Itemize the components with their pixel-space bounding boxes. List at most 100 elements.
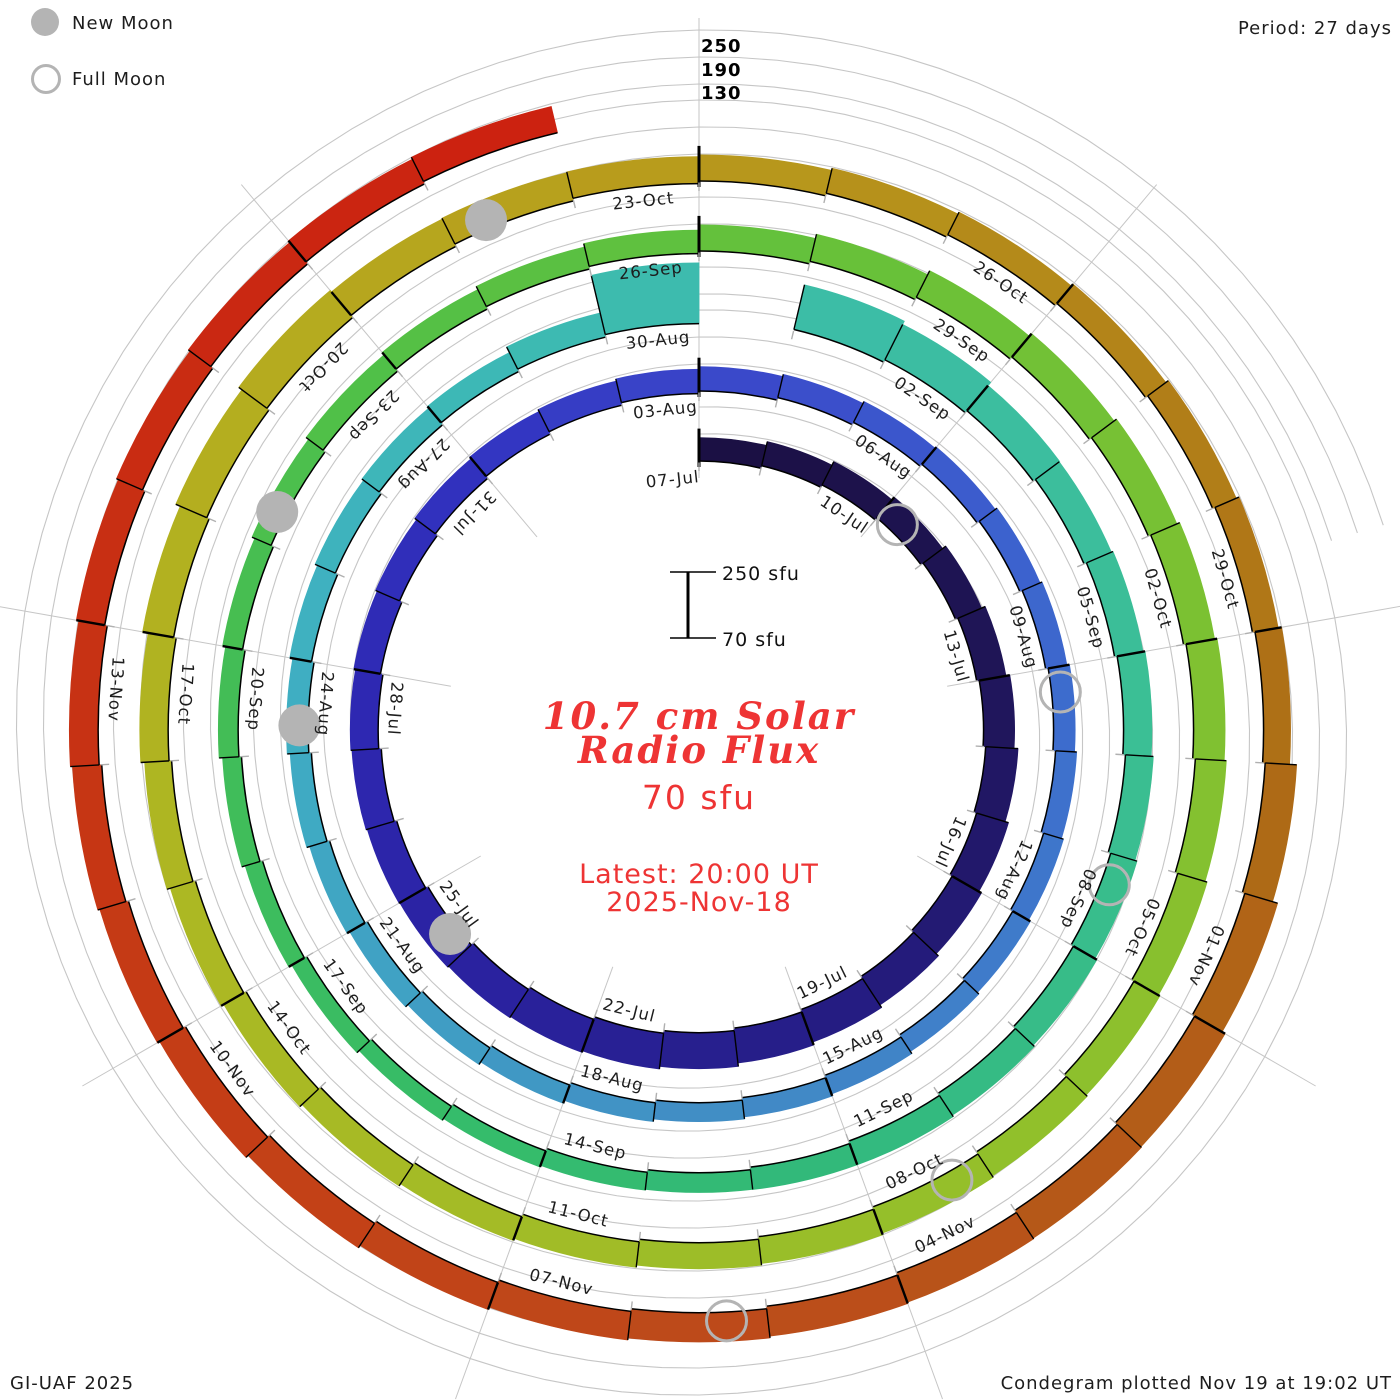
minor-tick bbox=[396, 369, 404, 378]
minor-tick bbox=[905, 925, 913, 932]
baseline-arc bbox=[1011, 356, 1091, 440]
baseline-arc bbox=[639, 1238, 759, 1244]
baseline-arc bbox=[921, 463, 978, 524]
radial-scale-190: 190 bbox=[701, 60, 742, 81]
minor-tick bbox=[807, 262, 811, 272]
baseline-arc bbox=[826, 192, 947, 238]
baseline-arc bbox=[848, 1094, 940, 1142]
minor-tick bbox=[588, 267, 593, 277]
new-moon-marker bbox=[465, 199, 508, 242]
baseline-arc bbox=[334, 493, 382, 574]
day-tick bbox=[922, 545, 947, 564]
baseline-arc bbox=[377, 674, 384, 749]
baseline-arc bbox=[103, 490, 146, 626]
baseline-arc bbox=[698, 180, 826, 197]
day-tick bbox=[757, 1239, 763, 1266]
baseline-arc bbox=[1174, 758, 1197, 873]
baseline-arc bbox=[733, 1011, 802, 1029]
baseline-arc bbox=[194, 880, 245, 994]
minor-tick bbox=[471, 937, 480, 945]
day-tick bbox=[405, 992, 421, 1008]
minor-tick bbox=[966, 809, 976, 814]
day-tick bbox=[375, 589, 400, 602]
flux-bar bbox=[139, 632, 177, 763]
flux-bar bbox=[1063, 980, 1161, 1096]
flux-bar bbox=[966, 385, 1061, 482]
baseline-arc bbox=[594, 1016, 664, 1034]
day-tick bbox=[947, 211, 960, 236]
scalebar-top-label: 250 sfu bbox=[722, 563, 800, 585]
day-tick bbox=[306, 840, 328, 849]
minor-tick bbox=[823, 194, 827, 204]
flux-bar bbox=[359, 1220, 499, 1311]
flux-bar bbox=[698, 154, 833, 197]
latest-date-label: 2025-Nov-18 bbox=[606, 887, 792, 918]
day-tick bbox=[289, 656, 312, 663]
day-tick bbox=[957, 605, 986, 619]
minor-tick bbox=[365, 917, 375, 923]
minor-tick bbox=[663, 1023, 666, 1032]
minor-tick bbox=[1007, 1021, 1015, 1028]
minor-tick bbox=[797, 1002, 802, 1011]
flux-bar bbox=[1090, 418, 1178, 537]
day-tick bbox=[353, 667, 381, 676]
scalebar-bottom-label: 70 sfu bbox=[722, 629, 787, 651]
day-tick bbox=[627, 1311, 632, 1341]
day-tick bbox=[976, 812, 1009, 824]
baseline-arc bbox=[206, 409, 270, 518]
minor-tick bbox=[1100, 849, 1110, 854]
minor-tick bbox=[638, 1231, 642, 1241]
baseline-arc bbox=[1214, 507, 1254, 633]
baseline-arc bbox=[266, 316, 354, 409]
baseline-arc bbox=[370, 1038, 452, 1107]
minor-tick bbox=[774, 398, 779, 408]
full-moon-icon bbox=[31, 64, 61, 94]
day-tick bbox=[116, 478, 143, 491]
day-tick bbox=[478, 1047, 491, 1065]
flux-bar bbox=[765, 1274, 909, 1337]
day-tick bbox=[580, 1018, 595, 1053]
baseline-arc bbox=[978, 680, 985, 747]
minor-tick bbox=[1003, 905, 1012, 912]
day-tick bbox=[1147, 380, 1169, 397]
day-tick bbox=[872, 1208, 884, 1236]
flux-bar bbox=[636, 1238, 762, 1270]
minor-tick bbox=[1026, 479, 1035, 487]
day-tick bbox=[299, 1088, 320, 1108]
date-label: 07-Jul bbox=[645, 467, 700, 492]
minor-tick bbox=[436, 534, 444, 541]
full-moon-marker bbox=[930, 1158, 974, 1202]
minor-tick bbox=[914, 563, 923, 570]
minor-tick bbox=[971, 1145, 978, 1154]
minor-tick bbox=[243, 649, 253, 652]
day-tick bbox=[222, 644, 243, 651]
baseline-arc bbox=[1090, 437, 1150, 537]
baseline-arc bbox=[976, 1075, 1067, 1153]
minor-tick bbox=[879, 360, 885, 370]
baseline-arc bbox=[647, 1168, 751, 1174]
day-tick bbox=[426, 405, 443, 424]
minor-tick bbox=[211, 366, 220, 374]
minor-tick bbox=[1004, 357, 1012, 366]
minor-tick bbox=[497, 1272, 503, 1282]
baseline-arc bbox=[1131, 873, 1179, 981]
baseline-arc bbox=[922, 562, 957, 620]
baseline-arc bbox=[210, 263, 309, 367]
flux-bar bbox=[169, 880, 245, 1007]
baseline-arc bbox=[522, 1213, 640, 1243]
minor-tick bbox=[454, 245, 461, 254]
baseline-arc bbox=[170, 760, 194, 882]
baseline-arc bbox=[486, 268, 590, 308]
day-tick bbox=[245, 1136, 269, 1158]
day-tick bbox=[70, 764, 100, 768]
day-tick bbox=[1086, 550, 1114, 564]
baseline-arc bbox=[973, 746, 987, 813]
baseline-arc bbox=[1147, 395, 1214, 509]
day-tick bbox=[635, 1241, 640, 1268]
day-tick bbox=[985, 746, 1019, 750]
day-tick bbox=[951, 875, 982, 895]
minor-tick bbox=[420, 985, 429, 993]
baseline-arc bbox=[172, 518, 210, 638]
flux-bar bbox=[410, 105, 558, 183]
day-tick bbox=[330, 291, 353, 317]
